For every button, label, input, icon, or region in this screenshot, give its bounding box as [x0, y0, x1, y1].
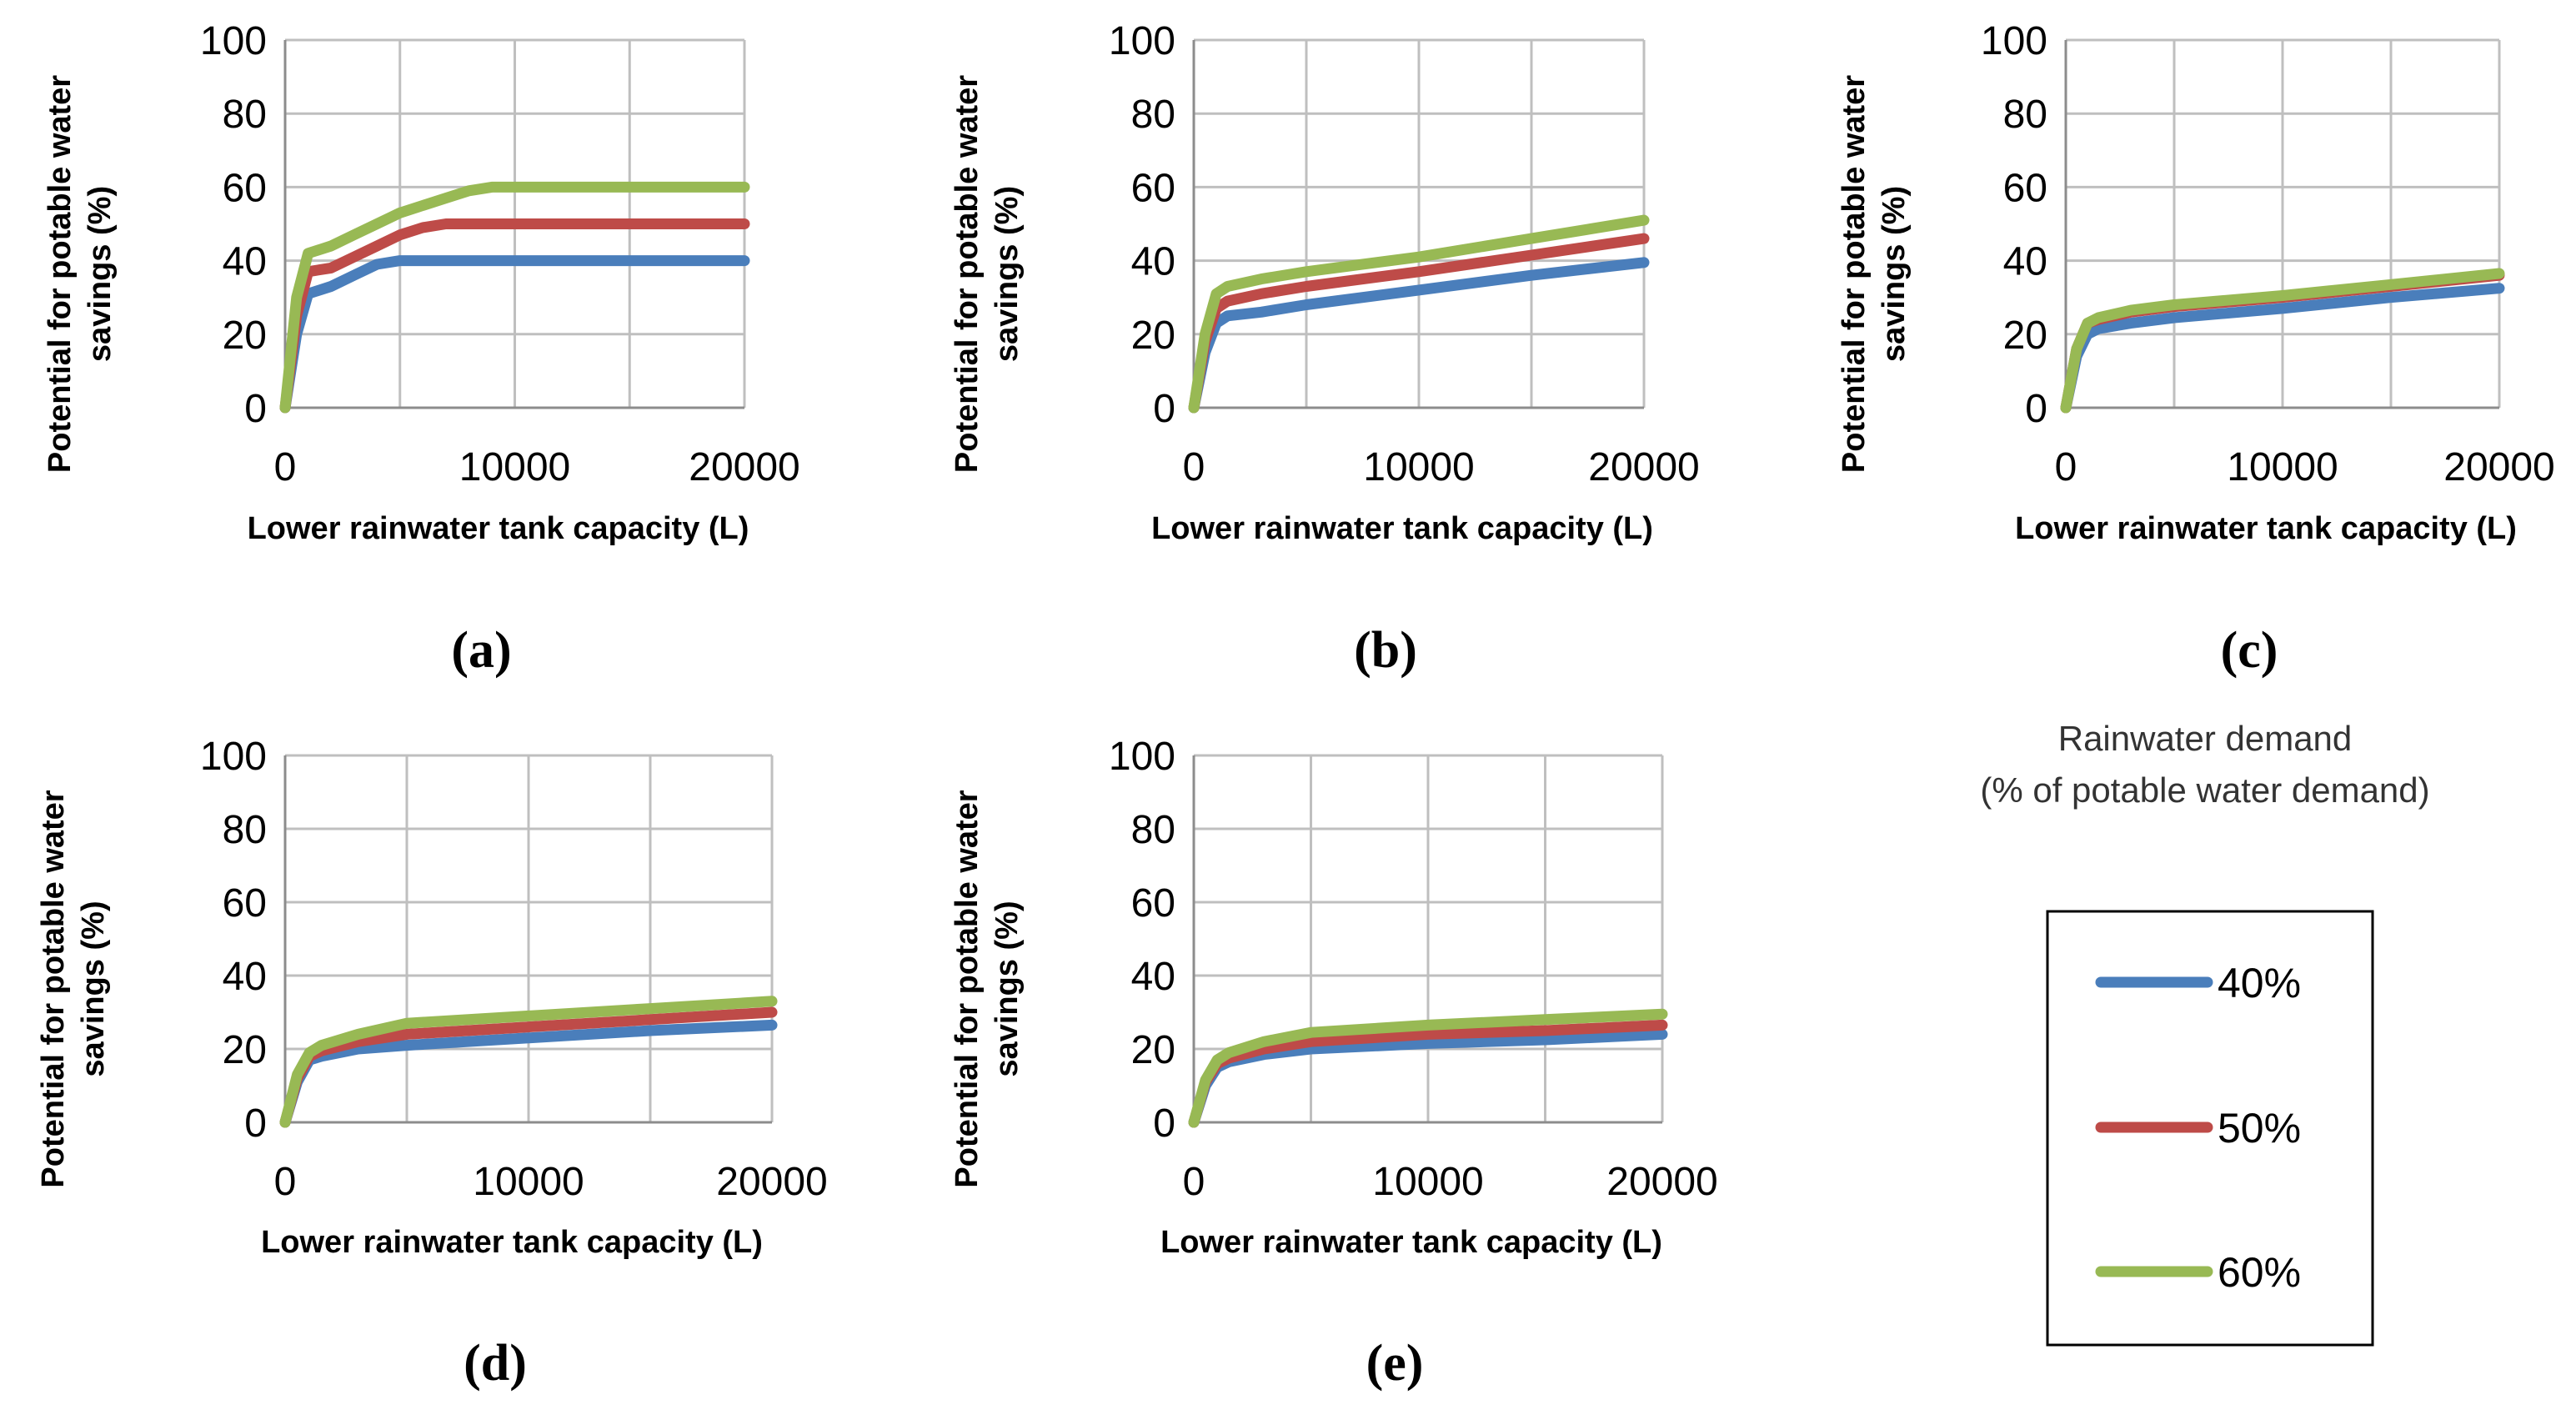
panel-e-y-axis-title-line1: Potential for potable water — [950, 790, 985, 1187]
legend-box — [2046, 910, 2374, 1347]
panel-c-ytick-0: 0 — [2025, 387, 2047, 431]
panel-a-y-axis-title-line1: Potential for potable water — [43, 75, 78, 473]
panel-d-ytick-40: 40 — [223, 955, 267, 999]
panel-c-ytick-60: 60 — [2003, 166, 2047, 210]
panel-c-ytick-40: 40 — [2003, 240, 2047, 284]
panel-d-xtick-0: 0 — [274, 1160, 297, 1204]
panel-a-xtick-0: 0 — [274, 445, 297, 489]
panel-e: 0 20 40 60 80 100 0 10000 20000 Lower rainwater t… — [950, 735, 1718, 1392]
legend-entries: 40% 50% 60% — [2095, 960, 2301, 1296]
panel-b-xtick-10000: 10000 — [1363, 445, 1474, 489]
panel-e-series-60 — [1188, 1008, 1668, 1128]
panel-b-ytick-40: 40 — [1131, 240, 1175, 284]
panel-c-xtick-20000: 20000 — [2443, 445, 2554, 489]
panel-b-xtick-0: 0 — [1183, 445, 1205, 489]
panel-d-ytick-0: 0 — [244, 1101, 267, 1146]
panel-b-ytick-60: 60 — [1131, 166, 1175, 210]
panel-d-xtick-10000: 10000 — [473, 1160, 584, 1204]
panel-d-ytick-60: 60 — [223, 881, 267, 926]
panel-e-ytick-20: 20 — [1131, 1028, 1175, 1072]
panel-c-x-axis-title: Lower rainwater tank capacity (L) — [2015, 511, 2517, 546]
legend-title-line1: Rainwater demand — [2058, 719, 2353, 758]
panel-c-series-60 — [2060, 268, 2505, 414]
panel-d-label: (d) — [464, 1335, 527, 1392]
legend-label-60: 60% — [2218, 1249, 2301, 1296]
panel-c-y-axis-title-line2: savings (%) — [1877, 186, 1912, 362]
panel-d-x-axis-title: Lower rainwater tank capacity (L) — [261, 1225, 763, 1260]
panel-e-label: (e) — [1366, 1335, 1424, 1392]
panel-b: 0 20 40 60 80 100 0 10000 20000 Lower rainwater t… — [950, 19, 1700, 679]
panel-c-xtick-10000: 10000 — [2227, 445, 2338, 489]
panel-d-ytick-20: 20 — [223, 1028, 267, 1072]
panel-a-xtick-10000: 10000 — [459, 445, 570, 489]
panel-e-x-axis-title: Lower rainwater tank capacity (L) — [1160, 1225, 1662, 1260]
panel-e-xtick-10000: 10000 — [1372, 1160, 1483, 1204]
panel-a-label: (a) — [451, 622, 511, 679]
panel-a-x-axis-title: Lower rainwater tank capacity (L) — [248, 511, 749, 546]
panel-a-xtick-20000: 20000 — [689, 445, 799, 489]
panel-c: 0 20 40 60 80 100 0 10000 20000 Lower rainwater t… — [1837, 19, 2555, 679]
panel-e-ytick-60: 60 — [1131, 881, 1175, 926]
panel-d: 0 20 40 60 80 100 0 10000 20000 Lower rainwater t… — [36, 735, 828, 1392]
panel-c-y-axis-title: Potential for potable water savings (%) — [1837, 75, 1912, 473]
panel-a-y-axis-title-line2: savings (%) — [83, 186, 118, 362]
panel-d-xtick-20000: 20000 — [716, 1160, 827, 1204]
panel-e-ytick-80: 80 — [1131, 808, 1175, 852]
legend-title-line2: (% of potable water demand) — [1980, 770, 2429, 810]
panel-c-ytick-20: 20 — [2003, 314, 2047, 358]
panel-b-y-axis-title-line2: savings (%) — [990, 186, 1025, 362]
panel-b-y-axis-title-line1: Potential for potable water — [950, 75, 985, 473]
panel-c-xtick-0: 0 — [2055, 445, 2077, 489]
panel-b-x-axis-title: Lower rainwater tank capacity (L) — [1151, 511, 1653, 546]
panel-d-series-60 — [279, 996, 778, 1128]
panel-c-y-axis-title-line1: Potential for potable water — [1837, 75, 1872, 473]
panel-d-y-axis-title-line1: Potential for potable water — [36, 790, 71, 1187]
panel-b-xtick-20000: 20000 — [1588, 445, 1699, 489]
panel-b-label: (b) — [1354, 622, 1417, 679]
panel-a-ytick-60: 60 — [223, 166, 267, 210]
panel-e-ytick-0: 0 — [1153, 1101, 1175, 1146]
panel-b-ytick-100: 100 — [1109, 19, 1175, 63]
legend-label-50: 50% — [2218, 1105, 2301, 1152]
panel-a-ytick-100: 100 — [200, 19, 267, 63]
panel-c-label: (c) — [2221, 622, 2278, 679]
panel-e-y-axis-title-line2: savings (%) — [990, 901, 1025, 1076]
panel-e-ytick-100: 100 — [1109, 735, 1175, 779]
panel-a-ytick-40: 40 — [223, 240, 267, 284]
panel-d-y-axis-title-line2: savings (%) — [76, 901, 111, 1076]
panel-b-ytick-80: 80 — [1131, 93, 1175, 137]
panel-d-y-axis-title: Potential for potable water savings (%) — [36, 790, 111, 1187]
legend: Rainwater demand (% of potable water dem… — [1980, 719, 2430, 1347]
panel-a-ytick-0: 0 — [244, 387, 267, 431]
panel-b-y-axis-title: Potential for potable water savings (%) — [950, 75, 1025, 473]
panel-e-y-axis-title: Potential for potable water savings (%) — [950, 790, 1025, 1187]
panel-e-xtick-0: 0 — [1183, 1160, 1205, 1204]
panel-c-ytick-80: 80 — [2003, 93, 2047, 137]
legend-label-40: 40% — [2218, 960, 2301, 1006]
panel-a-ytick-80: 80 — [223, 93, 267, 137]
panel-a-ytick-20: 20 — [223, 314, 267, 358]
panel-a: 0 20 40 60 80 100 0 10000 20000 Lower rainwater t… — [43, 19, 800, 679]
panel-b-ytick-20: 20 — [1131, 314, 1175, 358]
panel-a-series-60 — [279, 181, 750, 414]
panel-b-series-60 — [1188, 214, 1650, 414]
panel-d-ytick-100: 100 — [200, 735, 267, 779]
panel-b-ytick-0: 0 — [1153, 387, 1175, 431]
panel-e-xtick-20000: 20000 — [1606, 1160, 1717, 1204]
panel-c-ytick-100: 100 — [1981, 19, 2047, 63]
panel-d-ytick-80: 80 — [223, 808, 267, 852]
panel-e-ytick-40: 40 — [1131, 955, 1175, 999]
panel-a-y-axis-title: Potential for potable water savings (%) — [43, 75, 118, 473]
